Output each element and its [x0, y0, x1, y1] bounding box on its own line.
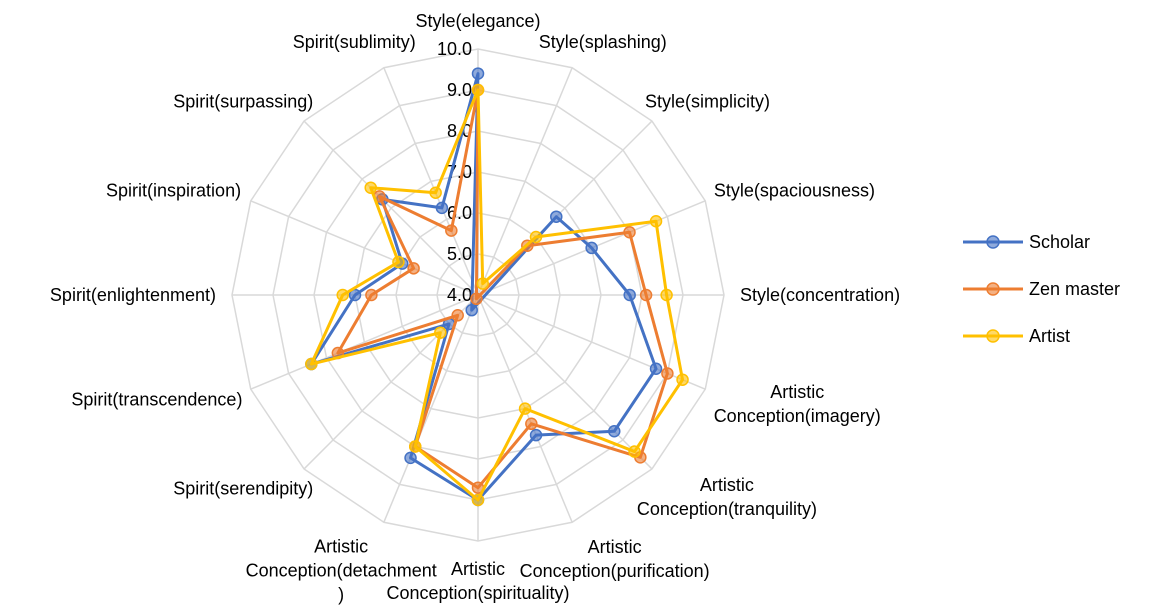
- data-point: [392, 255, 405, 269]
- legend-label: Zen master: [1029, 279, 1120, 299]
- category-label: Artistic Conception(spirituality): [386, 559, 570, 603]
- data-point: [305, 357, 318, 371]
- category-label: Artistic Conception(tranquility): [636, 475, 817, 520]
- data-point: [451, 309, 464, 322]
- data-point: [529, 230, 543, 244]
- data-point: [623, 225, 636, 239]
- category-label: Spirit(serendipity): [173, 478, 314, 499]
- category-label: Style(splashing): [538, 31, 667, 52]
- data-point: [365, 288, 378, 302]
- data-point: [408, 440, 422, 453]
- category-label: Spirit(sublimity): [292, 31, 416, 52]
- data-point: [471, 67, 485, 80]
- legend-marker: [986, 329, 1000, 343]
- legend-marker: [986, 282, 1000, 296]
- data-point: [476, 277, 489, 290]
- data-point: [471, 83, 485, 97]
- category-label: Artistic Conception(purification): [519, 537, 710, 582]
- y-tick-label: 10.0: [437, 39, 472, 59]
- data-point: [336, 288, 349, 302]
- spoke: [477, 294, 653, 470]
- category-label: Style(elegance): [415, 11, 541, 31]
- data-point: [348, 288, 362, 302]
- category-label: Artistic Conception(imagery): [713, 382, 881, 427]
- data-point: [608, 425, 621, 438]
- category-label: Style(spaciousness): [713, 180, 875, 201]
- legend-label: Artist: [1029, 326, 1070, 346]
- category-label: Spirit(inspiration): [106, 180, 242, 201]
- data-point: [676, 373, 689, 386]
- data-point: [529, 428, 543, 442]
- data-point: [639, 288, 653, 302]
- data-point: [649, 215, 663, 228]
- data-point: [661, 367, 674, 380]
- y-tick-label: 6.0: [447, 203, 472, 223]
- spoke: [477, 67, 573, 296]
- spoke: [383, 294, 479, 523]
- category-label: Style(simplicity): [644, 91, 770, 112]
- category-label: Spirit(surpassing): [173, 91, 314, 112]
- data-point: [518, 402, 532, 415]
- data-point: [435, 201, 449, 215]
- data-point: [404, 451, 417, 465]
- data-point: [364, 181, 377, 194]
- data-point: [465, 303, 478, 317]
- category-label: Spirit(transcendence): [71, 389, 243, 410]
- spoke: [383, 67, 479, 296]
- data-point: [623, 288, 636, 302]
- data-point: [445, 224, 458, 237]
- y-tick-label: 9.0: [447, 80, 472, 100]
- y-tick-label: 4.0: [447, 285, 472, 305]
- data-point: [471, 493, 485, 507]
- spoke: [303, 120, 479, 296]
- y-tick-label: 5.0: [447, 244, 472, 264]
- category-label: Artistic Conception(detachment ): [245, 536, 437, 605]
- data-point: [429, 186, 442, 199]
- legend-marker: [986, 235, 1000, 249]
- data-point: [525, 417, 538, 431]
- category-label: Spirit(enlightenment): [49, 285, 216, 305]
- data-point: [660, 288, 673, 302]
- data-point: [649, 362, 663, 375]
- category-label: Style(concentration): [740, 285, 901, 305]
- spoke: [250, 200, 479, 296]
- data-point: [434, 326, 447, 339]
- spoke: [250, 294, 479, 390]
- data-point: [550, 210, 563, 223]
- legend-label: Scholar: [1029, 232, 1090, 252]
- data-point: [585, 241, 598, 255]
- data-point: [407, 262, 420, 275]
- data-point: [628, 445, 641, 458]
- data-point: [470, 292, 483, 306]
